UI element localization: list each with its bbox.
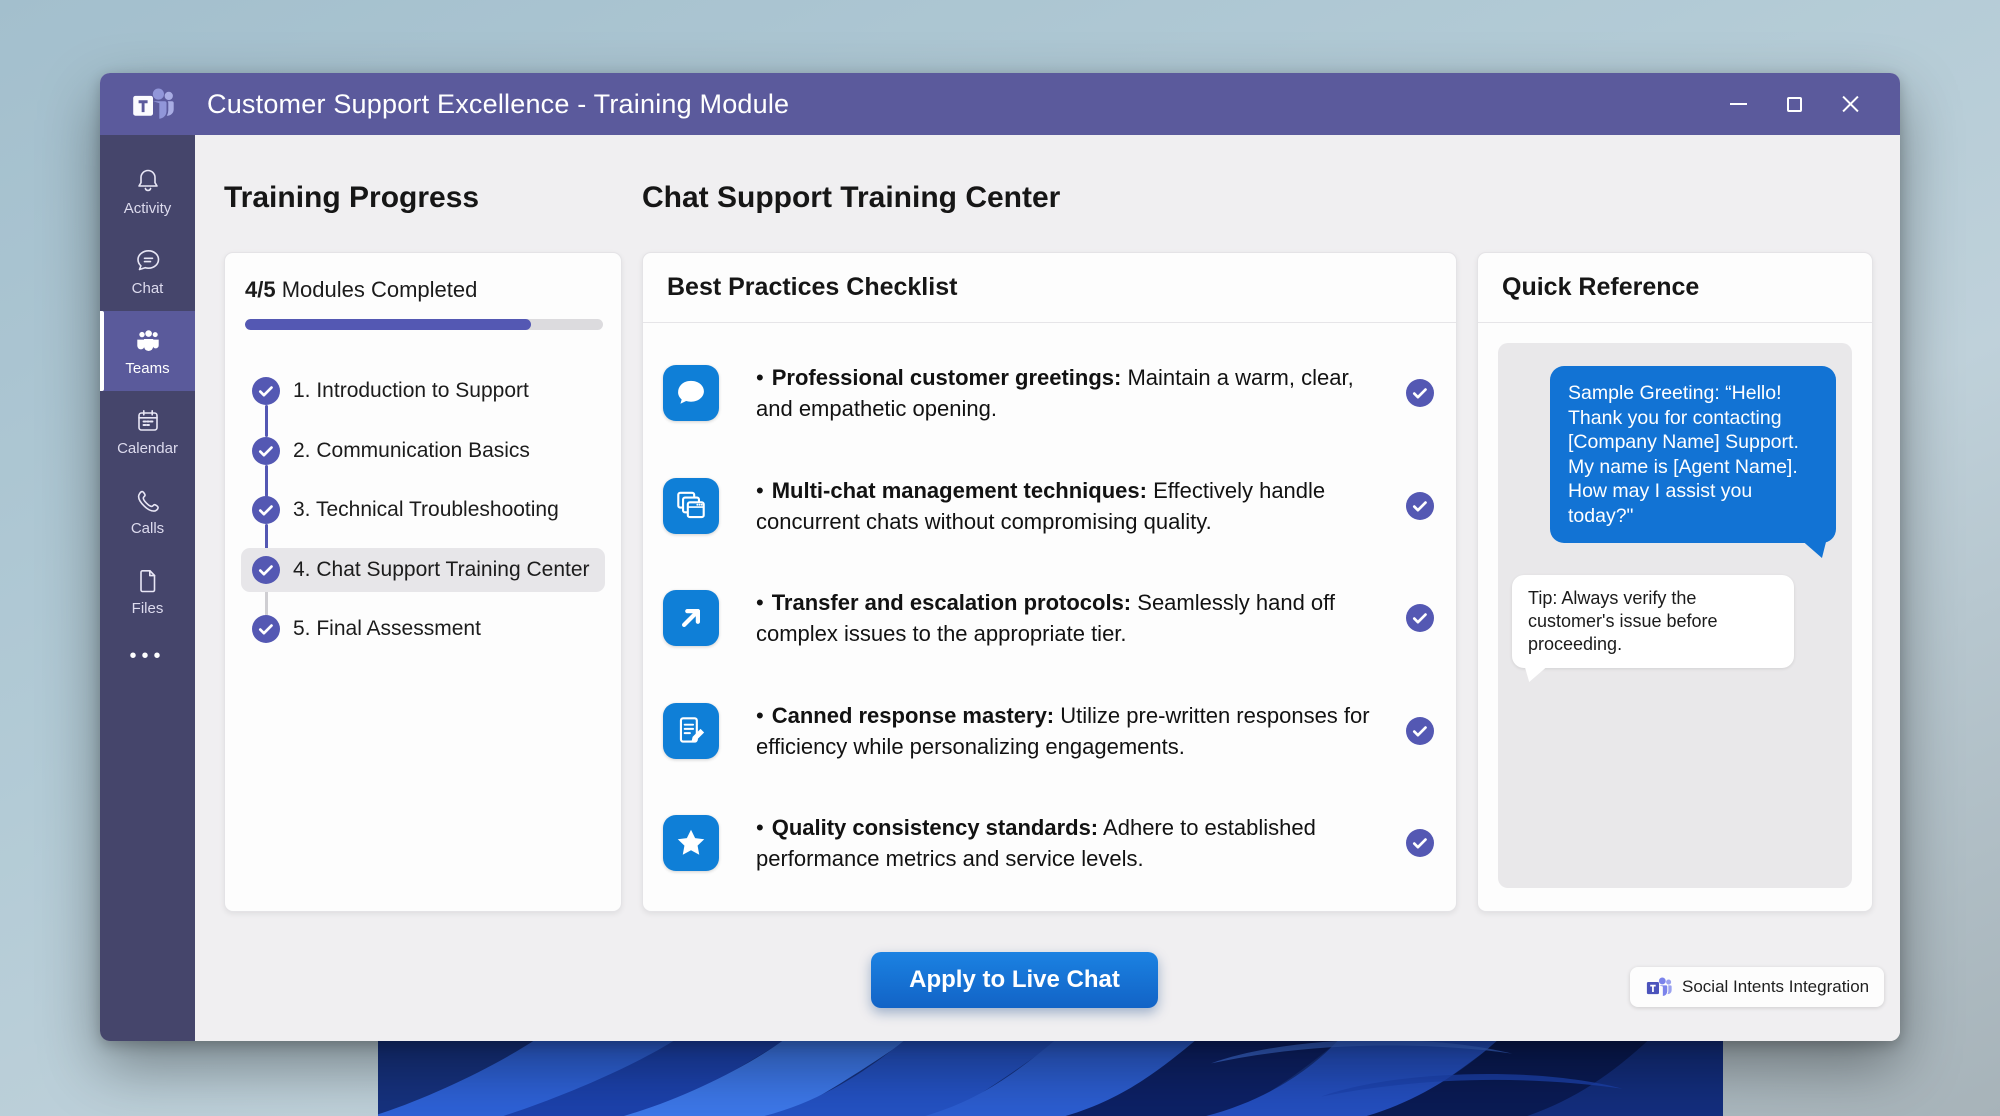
sidebar-item-calendar[interactable]: Calendar — [100, 391, 195, 471]
close-icon — [1841, 95, 1860, 114]
maximize-button[interactable] — [1766, 73, 1822, 135]
progress-fill — [245, 319, 532, 330]
check-circle-icon — [252, 377, 280, 405]
note-pencil-icon — [663, 703, 719, 759]
chat-bubble-icon — [663, 365, 719, 421]
module-connector — [264, 465, 268, 497]
minimize-icon — [1729, 103, 1747, 105]
check-circle-icon — [252, 496, 280, 524]
module-row-2[interactable]: 2. Communication Basics — [225, 429, 621, 473]
check-circle-icon — [1406, 717, 1434, 745]
maximize-icon — [1786, 96, 1802, 112]
checklist-row-2: • Multi-chat management techniques: Effec… — [663, 461, 1434, 551]
calendar-icon — [137, 409, 158, 431]
module-row-3[interactable]: 3. Technical Troubleshooting — [225, 488, 621, 532]
windows-bloom-wallpaper — [378, 1038, 1723, 1116]
quick-reference-title: Quick Reference — [1478, 253, 1872, 323]
apply-to-live-chat-button[interactable]: Apply to Live Chat — [871, 952, 1158, 1008]
module-list: 1. Introduction to Support 2. Communicat… — [225, 253, 621, 911]
training-progress-card: 4/5 Modules Completed 1. Introduction to… — [224, 252, 622, 912]
check-circle-icon — [252, 615, 280, 643]
progress-bar — [245, 319, 603, 330]
checklist-row-5: • Quality consistency standards: Adhere t… — [663, 798, 1434, 888]
file-icon — [139, 569, 155, 592]
close-button[interactable] — [1822, 73, 1878, 135]
sidebar-item-teams[interactable]: Teams — [100, 311, 195, 391]
check-circle-icon — [1406, 379, 1434, 407]
best-practices-card: Best Practices Checklist • Professional c… — [642, 252, 1457, 912]
modules-completed-label: 4/5 Modules Completed — [245, 277, 478, 302]
check-circle-icon — [252, 556, 280, 584]
chat-support-heading: Chat Support Training Center — [642, 181, 1061, 214]
training-progress-heading: Training Progress — [224, 181, 480, 214]
module-connector — [264, 405, 268, 437]
module-row-5[interactable]: 5. Final Assessment — [225, 607, 621, 651]
sidebar-item-files[interactable]: Files — [100, 551, 195, 631]
arrow-up-right-icon — [663, 590, 719, 646]
module-row-1[interactable]: 1. Introduction to Support — [225, 369, 621, 413]
checklist-row-3: • Transfer and escalation protocols: Seam… — [663, 573, 1434, 663]
minimize-button[interactable] — [1710, 73, 1766, 135]
app-window: Customer Support Excellence - Training M… — [100, 73, 1900, 1041]
check-circle-icon — [1406, 492, 1434, 520]
sample-greeting-bubble: Sample Greeting: “Hello! Thank you for c… — [1550, 366, 1836, 543]
quick-reference-card: Quick Reference Sample Greeting: “Hello!… — [1477, 252, 1873, 912]
checklist-row-4: • Canned response mastery: Utilize pre-wr… — [663, 686, 1434, 776]
chat-bubble-icon — [136, 249, 159, 270]
sidebar-more-icon[interactable]: ••• — [129, 645, 166, 667]
best-practices-title: Best Practices Checklist — [643, 253, 1456, 323]
chat-preview-panel: Sample Greeting: “Hello! Thank you for c… — [1498, 343, 1852, 888]
integration-label: Social Intents Integration — [1682, 977, 1870, 996]
module-row-4-active[interactable]: 4. Chat Support Training Center — [225, 548, 621, 592]
teams-logo-icon — [133, 88, 174, 119]
check-circle-icon — [252, 437, 280, 465]
teams-logo-icon — [1646, 977, 1672, 997]
module-connector — [264, 524, 268, 556]
checklist-row-1: • Professional customer greetings: Mainta… — [663, 348, 1434, 438]
phone-icon — [137, 490, 159, 512]
sidebar-item-calls[interactable]: Calls — [100, 471, 195, 551]
check-circle-icon — [1406, 829, 1434, 857]
main-content: Training Progress Chat Support Training … — [195, 135, 1900, 1041]
bell-icon — [137, 169, 158, 191]
star-icon — [663, 815, 719, 871]
window-title: Customer Support Excellence - Training M… — [207, 88, 790, 119]
module-connector — [264, 584, 268, 616]
sidebar-item-activity[interactable]: Activity — [100, 151, 195, 231]
tip-bubble: Tip: Always verify the customer's issue … — [1512, 575, 1794, 668]
social-intents-badge[interactable]: Social Intents Integration — [1630, 967, 1885, 1007]
app-sidebar: Activity Chat Teams — [100, 135, 195, 1041]
sidebar-item-chat[interactable]: Chat — [100, 231, 195, 311]
titlebar: Customer Support Excellence - Training M… — [100, 73, 1900, 135]
people-icon — [136, 329, 159, 351]
multi-window-icon — [663, 478, 719, 534]
check-circle-icon — [1406, 604, 1434, 632]
